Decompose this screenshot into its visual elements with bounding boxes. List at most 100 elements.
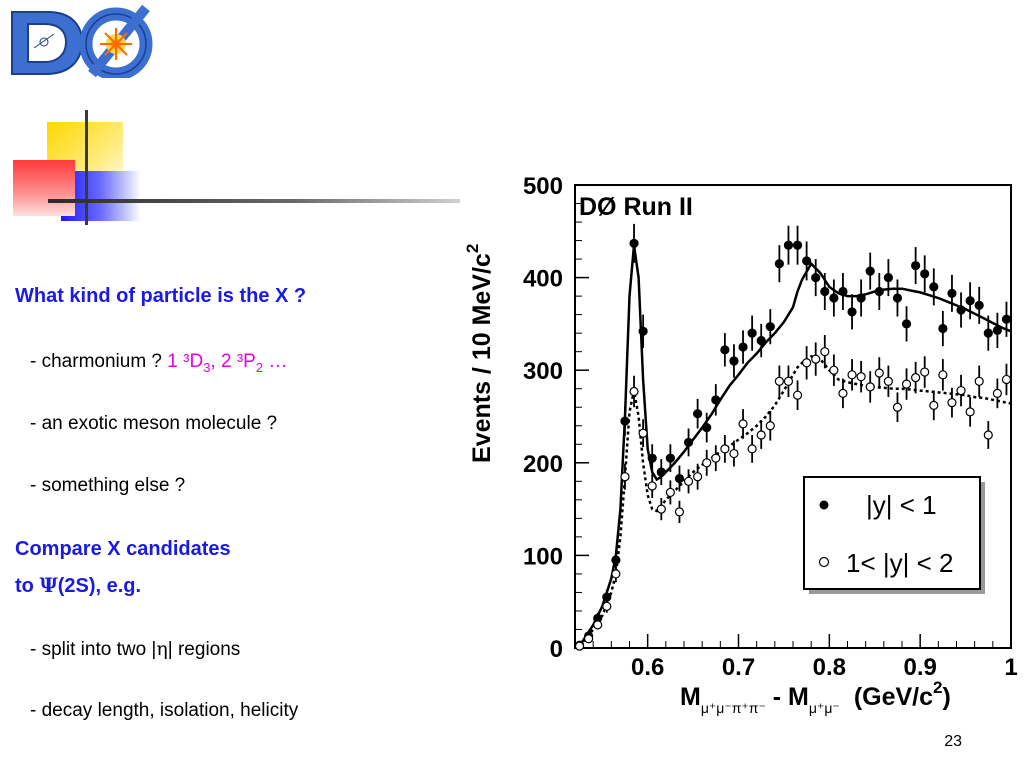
data-point-forward [574, 641, 585, 651]
legend-marker-open [818, 556, 830, 568]
data-point-forward [738, 419, 748, 429]
data-point-central [629, 238, 639, 248]
y-tick-label: 100 [523, 543, 563, 570]
x-tick-label: 1 [1004, 654, 1017, 681]
eta-symbol: η [156, 638, 168, 660]
data-point-forward [693, 472, 703, 482]
data-point-central [865, 266, 875, 276]
question-compare-line2: to Ψ(2S), e.g. [15, 573, 142, 597]
question-compare-line1: Compare X candidates [15, 538, 231, 560]
data-point-central [892, 293, 903, 303]
data-point-forward [593, 620, 603, 630]
data-point-forward [947, 398, 957, 408]
legend-label-central: |y| < 1 [866, 490, 937, 520]
charmonium-state-2: , 2 ³P2 … [210, 351, 288, 375]
data-point-forward [992, 388, 1002, 398]
data-point-central [938, 323, 948, 334]
data-point-central [738, 342, 748, 352]
data-point-forward [956, 385, 966, 396]
data-point-forward [901, 379, 912, 389]
data-point-central [956, 305, 966, 315]
data-point-forward [584, 634, 594, 644]
data-point-forward [938, 370, 948, 380]
data-point-central [665, 453, 675, 463]
data-point-forward [656, 504, 666, 514]
item-split-eta: - split into two |η| regions [30, 638, 241, 660]
data-point-forward [747, 444, 757, 454]
data-point-central [820, 286, 830, 297]
data-point-central [729, 356, 739, 366]
data-point-central [693, 409, 703, 419]
data-point-central [747, 328, 757, 338]
charmonium-state-1: 1 ³D3 [167, 351, 211, 375]
legend-marker-filled [819, 500, 829, 510]
deco-red-square [13, 160, 75, 216]
data-point-forward [620, 472, 630, 482]
data-point-central [829, 293, 839, 303]
data-point-central [647, 453, 657, 463]
data-point-forward [883, 376, 893, 386]
x-tick-label: 0.7 [722, 654, 755, 681]
data-point-forward [665, 487, 675, 498]
item-something-else: - something else ? [30, 475, 186, 496]
data-point-forward [920, 367, 930, 377]
x-axis-label: Mμ⁺μ⁻π⁺π⁻ - Mμ⁺μ⁻ (GeV/c2) [680, 678, 951, 716]
fit-curve-central [578, 245, 1012, 647]
data-point-forward [1001, 374, 1012, 385]
data-point-central [965, 296, 975, 306]
deco-horizontal-line [48, 199, 460, 203]
data-point-central [656, 467, 666, 477]
item-decay-length: - decay length, isolation, helicity [30, 700, 299, 721]
page-number: 23 [944, 733, 962, 750]
data-point-forward [929, 400, 939, 410]
item-charmonium-prefix: - charmonium ? [30, 351, 162, 372]
data-point-forward [729, 448, 739, 459]
data-point-central [611, 555, 621, 565]
data-point-central [674, 473, 685, 484]
data-point-forward [756, 430, 766, 440]
data-point-central [783, 240, 794, 250]
data-point-forward [865, 382, 875, 392]
data-point-forward [711, 453, 721, 463]
x-tick-label: 0.8 [813, 654, 846, 681]
x-tick-label: 0.6 [631, 654, 664, 681]
deco-vertical-line [85, 110, 88, 225]
y-tick-label: 500 [523, 173, 563, 200]
data-point-forward [829, 365, 839, 375]
data-point-forward [683, 476, 694, 486]
y-tick-label: 400 [523, 266, 563, 293]
legend-label-forward: 1< |y| < 2 [846, 548, 953, 578]
x-tick-label: 0.9 [903, 654, 936, 681]
data-point-central [811, 273, 821, 283]
data-point-central [856, 293, 866, 303]
data-point-forward [765, 421, 775, 431]
data-point-central [702, 423, 712, 433]
data-point-forward [702, 458, 712, 468]
y-tick-label: 200 [523, 451, 563, 478]
data-point-forward [629, 386, 639, 397]
data-point-central [638, 326, 648, 336]
data-point-forward [811, 354, 821, 364]
data-point-central [920, 269, 930, 279]
data-point-forward [611, 569, 621, 579]
question-particle-type: What kind of particle is the X ? [15, 285, 307, 307]
data-point-forward [783, 376, 794, 386]
data-point-central [901, 319, 912, 329]
data-point-forward [647, 481, 657, 491]
data-point-forward [874, 368, 884, 378]
data-point-central [838, 286, 848, 297]
data-point-forward [983, 430, 993, 440]
data-point-forward [838, 388, 848, 398]
data-point-central [683, 437, 694, 448]
d0-logo [4, 4, 154, 81]
data-point-central [620, 416, 630, 426]
legend: |y| < 1 1< |y| < 2 [803, 476, 985, 594]
data-point-central [774, 259, 784, 269]
data-point-central [802, 256, 812, 266]
data-point-forward [974, 376, 984, 386]
chart-title: DØ Run II [579, 193, 693, 221]
data-point-forward [602, 601, 612, 611]
item-charmonium: - charmonium ? 1 ³D3, 2 ³P2 … [30, 351, 287, 375]
data-point-forward [792, 390, 803, 400]
data-point-forward [674, 507, 685, 517]
